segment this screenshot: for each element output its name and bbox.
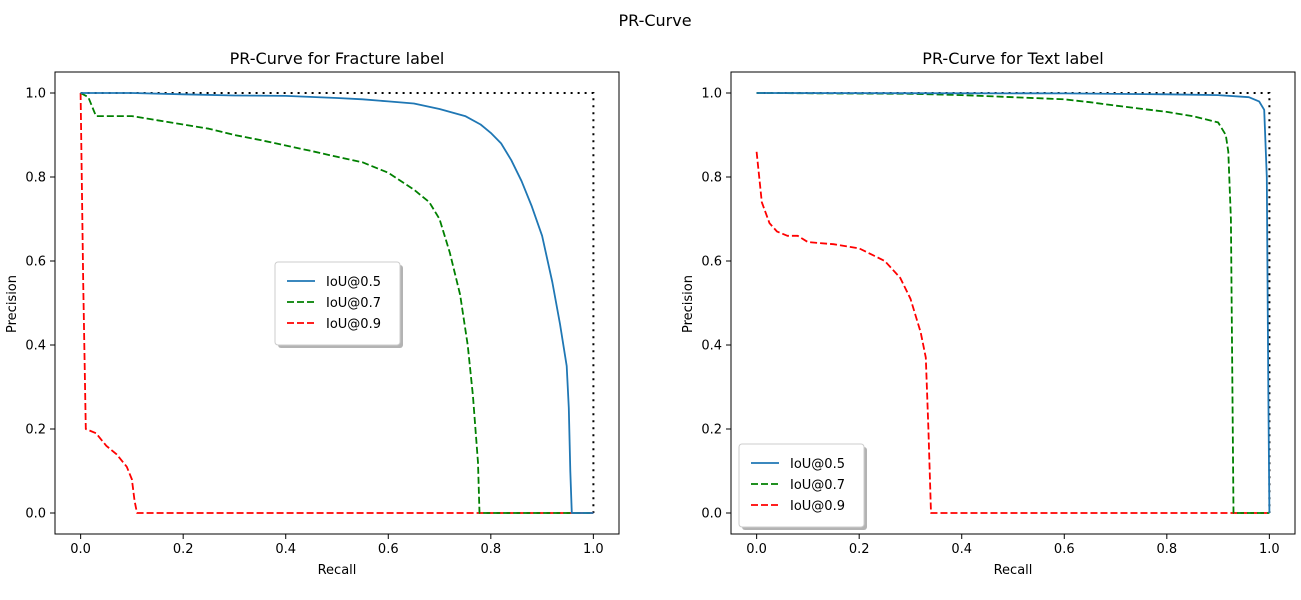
text-reference-line [756, 92, 1271, 513]
fracture-y-tick-label: 1.0 [25, 87, 46, 102]
text-chart-title: PR-Curve for Text label [922, 49, 1103, 68]
fracture-reference-line [80, 92, 595, 513]
text-y-tick-label: 0.4 [701, 339, 722, 354]
fracture-y-tick-label: 0.4 [25, 339, 46, 354]
fracture-x-tick-label: 0.2 [173, 542, 194, 557]
text-x-tick-label: 0.6 [1054, 542, 1075, 557]
text-legend-label: IoU@0.5 [790, 457, 845, 472]
text-x-tick-label: 1.0 [1259, 542, 1280, 557]
fracture-x-tick-label: 1.0 [583, 542, 604, 557]
fracture-series-iou-0-9 [79, 92, 594, 514]
text-y-axis-label: Precision [681, 275, 696, 333]
fracture-series-iou-0-7 [80, 92, 594, 514]
fracture-x-tick-label: 0.6 [378, 542, 399, 557]
fracture-y-tick-label: 0.2 [25, 423, 46, 438]
text-chart-panel: PR-Curve for Text label Recall Precision… [681, 49, 1296, 578]
text-y-tick-label: 0.0 [701, 507, 722, 522]
fracture-chart-panel: PR-Curve for Fracture label Recall Preci… [5, 49, 620, 578]
fracture-x-tick-label: 0.0 [70, 542, 91, 557]
text-x-tick-label: 0.2 [849, 542, 870, 557]
text-series-iou-0-5 [756, 92, 1271, 514]
fracture-series-iou-0-5 [80, 92, 594, 514]
text-series-iou-0-9 [755, 151, 1270, 514]
fracture-x-tick-label: 0.8 [480, 542, 501, 557]
fracture-y-axis-label: Precision [5, 275, 20, 333]
text-y-tick-label: 0.2 [701, 423, 722, 438]
text-y-tick-label: 0.8 [701, 171, 722, 186]
fracture-legend: IoU@0.5 IoU@0.7 IoU@0.9 [274, 261, 403, 348]
fracture-x-axis-label: Recall [318, 563, 357, 578]
figure-suptitle: PR-Curve [618, 11, 691, 30]
text-legend-label: IoU@0.7 [790, 478, 845, 493]
text-y-tick-label: 0.6 [701, 255, 722, 270]
text-x-tick-label: 0.0 [746, 542, 767, 557]
fracture-y-tick-label: 0.0 [25, 507, 46, 522]
text-plot-frame [730, 71, 1296, 535]
fracture-chart-title: PR-Curve for Fracture label [230, 49, 445, 68]
fracture-legend-box [274, 261, 401, 346]
text-legend: IoU@0.5 IoU@0.7 IoU@0.9 [738, 443, 867, 530]
fracture-legend-label: IoU@0.9 [326, 317, 381, 332]
text-x-tick-label: 0.8 [1156, 542, 1177, 557]
fracture-y-tick-label: 0.6 [25, 255, 46, 270]
text-legend-box [738, 443, 865, 528]
fracture-y-tick-label: 0.8 [25, 171, 46, 186]
fracture-x-tick-label: 0.4 [275, 542, 296, 557]
text-x-axis-label: Recall [994, 563, 1033, 578]
text-legend-label: IoU@0.9 [790, 499, 845, 514]
fracture-plot-frame [54, 71, 620, 535]
text-x-tick-label: 0.4 [951, 542, 972, 557]
fracture-legend-label: IoU@0.5 [326, 275, 381, 290]
text-series-iou-0-7 [756, 92, 1270, 514]
text-y-tick-label: 1.0 [701, 87, 722, 102]
fracture-legend-label: IoU@0.7 [326, 296, 381, 311]
